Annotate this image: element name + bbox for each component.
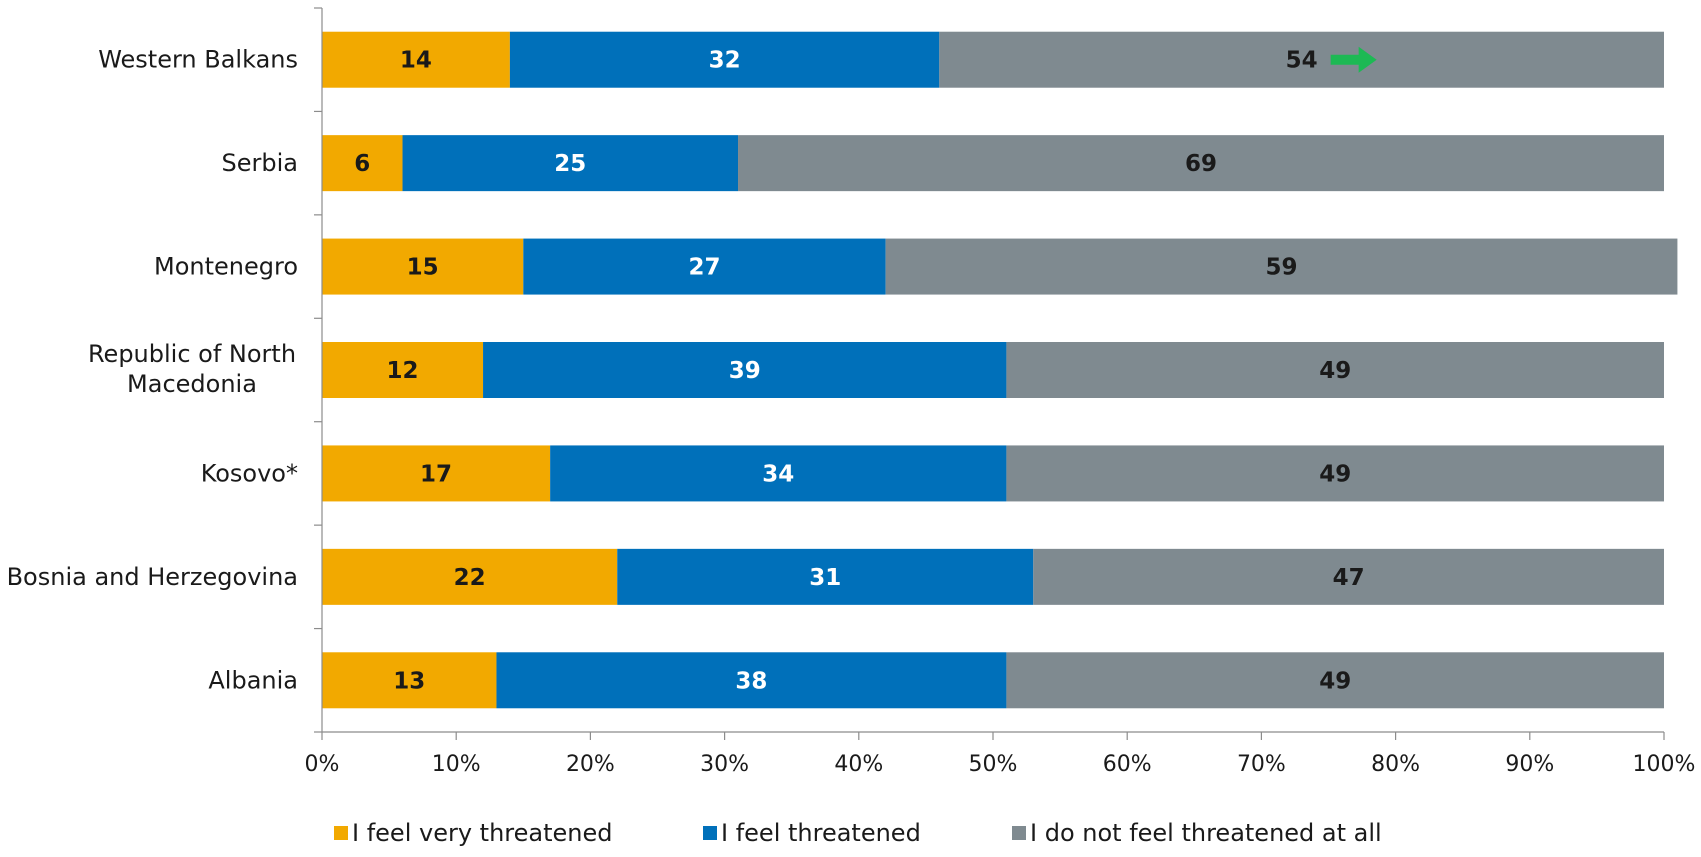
bar-i-feel-threatened-kosovo <box>550 445 1007 502</box>
data-label-i-feel-threatened-montenegro: 27 <box>688 255 720 281</box>
data-label-i-feel-very-threatened-serbia: 6 <box>354 151 370 177</box>
bars: 14 32 54 6 25 69 15 27 59 12 39 49 17 34 49 22 31 47 13 38 4… <box>322 31 1678 709</box>
category-label-kosovo: Kosovo* <box>201 459 298 487</box>
data-label-i-feel-very-threatened-albania: 13 <box>393 668 425 694</box>
category-label-bosnia-and-herzegovina: Bosnia and Herzegovina <box>7 563 298 591</box>
bar-i-feel-very-threatened-albania <box>322 652 497 709</box>
bar-i-feel-very-threatened-kosovo <box>322 445 551 502</box>
x-tick-label-10pct: 10% <box>432 752 481 777</box>
data-label-i-feel-very-threatened-republic-of-north-macedonia: 12 <box>387 358 419 384</box>
data-label-i-feel-very-threatened-bosnia-and-herzegovina: 22 <box>454 565 486 591</box>
data-label-i-feel-threatened-kosovo: 34 <box>762 461 794 487</box>
category-label-line: Macedonia <box>127 370 257 398</box>
data-label-i-do-not-feel-threatened-at-all-albania: 49 <box>1319 668 1351 694</box>
x-tick-label-0pct: 0% <box>305 752 340 777</box>
bar-i-do-not-feel-threatened-at-all-serbia <box>738 135 1664 192</box>
legend-swatch-i-do-not-feel-threatened-at-all <box>1012 826 1026 840</box>
data-label-i-feel-threatened-republic-of-north-macedonia: 39 <box>729 358 761 384</box>
x-tick-label-40pct: 40% <box>834 752 883 777</box>
bar-i-feel-very-threatened-serbia <box>322 135 403 192</box>
bar-i-feel-very-threatened-republic-of-north-macedonia <box>322 342 484 398</box>
legend-label-i-feel-threatened: I feel threatened <box>721 819 921 847</box>
data-label-i-do-not-feel-threatened-at-all-western-balkans: 54 <box>1286 48 1318 74</box>
x-tick-label-100pct: 100% <box>1633 752 1696 777</box>
bar-i-feel-threatened-montenegro <box>523 238 886 295</box>
x-tick-label-20pct: 20% <box>566 752 615 777</box>
category-label-serbia: Serbia <box>222 149 298 177</box>
data-label-i-feel-very-threatened-montenegro: 15 <box>407 255 439 281</box>
bar-i-feel-threatened-albania <box>496 652 1007 709</box>
bar-i-feel-threatened-western-balkans <box>509 31 940 88</box>
data-label-i-do-not-feel-threatened-at-all-bosnia-and-herzegovina: 47 <box>1333 565 1365 591</box>
bar-i-feel-very-threatened-montenegro <box>322 238 524 295</box>
bar-i-feel-very-threatened-bosnia-and-herzegovina <box>322 548 618 605</box>
legend-swatch-i-feel-very-threatened <box>334 826 348 840</box>
bar-i-do-not-feel-threatened-at-all-kosovo <box>1006 445 1664 502</box>
data-label-i-do-not-feel-threatened-at-all-serbia: 69 <box>1185 151 1217 177</box>
data-label-i-feel-threatened-bosnia-and-herzegovina: 31 <box>809 565 841 591</box>
legend: I feel very threatened I feel threatened I… <box>334 819 1382 847</box>
x-tick-labels: 0% 10% 20% 30% 40% 50% 60% 70% 80% 90% 100% <box>305 752 1696 777</box>
category-label-republic-of-north-macedonia: Republic of North Macedonia <box>88 340 296 398</box>
data-label-i-feel-very-threatened-western-balkans: 14 <box>400 48 432 74</box>
right-arrow-icon <box>1330 46 1377 73</box>
data-label-i-feel-very-threatened-kosovo: 17 <box>420 461 452 487</box>
legend-swatch-i-feel-threatened <box>703 826 717 840</box>
x-tick-label-80pct: 80% <box>1371 752 1420 777</box>
bar-i-feel-threatened-republic-of-north-macedonia <box>483 342 1007 398</box>
category-label-line: Republic of North <box>88 340 296 368</box>
category-labels: Western Balkans Serbia Montenegro Republic … <box>7 46 298 695</box>
x-tick-label-70pct: 70% <box>1237 752 1286 777</box>
category-label-montenegro: Montenegro <box>154 253 298 281</box>
bar-i-do-not-feel-threatened-at-all-republic-of-north-macedonia <box>1006 342 1664 398</box>
bar-i-do-not-feel-threatened-at-all-montenegro <box>885 238 1678 295</box>
bar-i-do-not-feel-threatened-at-all-bosnia-and-herzegovina <box>1033 548 1664 605</box>
x-tick-label-50pct: 50% <box>969 752 1018 777</box>
x-tick-label-30pct: 30% <box>700 752 749 777</box>
data-label-i-do-not-feel-threatened-at-all-montenegro: 59 <box>1266 255 1298 281</box>
axes <box>314 7 1665 740</box>
x-tick-label-60pct: 60% <box>1103 752 1152 777</box>
category-label-western-balkans: Western Balkans <box>98 46 298 74</box>
bar-i-feel-threatened-serbia <box>402 135 739 192</box>
data-label-i-do-not-feel-threatened-at-all-kosovo: 49 <box>1319 461 1351 487</box>
bar-i-do-not-feel-threatened-at-all-western-balkans <box>939 31 1664 88</box>
data-label-i-feel-threatened-serbia: 25 <box>554 151 586 177</box>
bar-i-feel-threatened-bosnia-and-herzegovina <box>617 548 1034 605</box>
data-label-i-feel-threatened-western-balkans: 32 <box>709 48 741 74</box>
data-label-i-feel-threatened-albania: 38 <box>735 668 767 694</box>
bar-i-feel-very-threatened-western-balkans <box>322 31 510 88</box>
category-label-albania: Albania <box>208 666 298 694</box>
x-tick-label-90pct: 90% <box>1505 752 1554 777</box>
legend-label-i-do-not-feel-threatened-at-all: I do not feel threatened at all <box>1030 819 1382 847</box>
data-label-i-do-not-feel-threatened-at-all-republic-of-north-macedonia: 49 <box>1319 358 1351 384</box>
bar-i-do-not-feel-threatened-at-all-albania <box>1006 652 1664 709</box>
annotations <box>1330 46 1377 73</box>
legend-label-i-feel-very-threatened: I feel very threatened <box>352 819 612 847</box>
